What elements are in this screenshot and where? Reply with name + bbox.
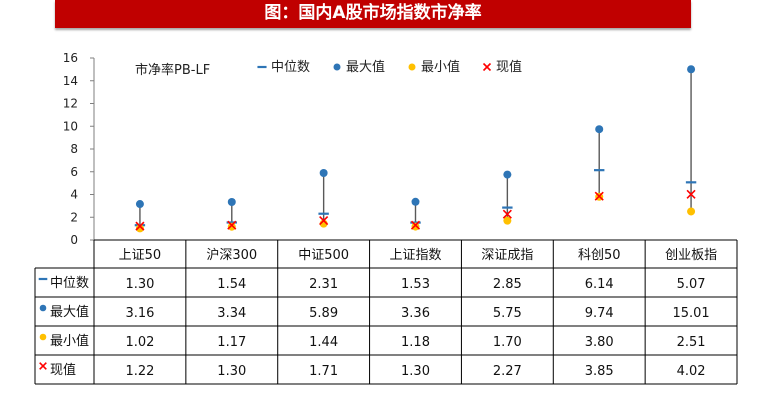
max-point <box>135 200 144 209</box>
row-label: 最小值 <box>50 333 89 349</box>
max-point <box>411 197 420 206</box>
min-point <box>135 224 144 233</box>
legend-item-min: 最小值 <box>408 59 460 75</box>
table-cell: 1.44 <box>309 335 338 350</box>
table-cell: 4.02 <box>677 364 706 379</box>
table-cell: 3.36 <box>401 306 430 321</box>
table-cell: 1.17 <box>217 335 246 350</box>
legend-item-median: 中位数 <box>257 60 310 75</box>
current-point <box>319 215 329 226</box>
legend-label: 中位数 <box>271 60 310 75</box>
table-cell: 1.53 <box>401 277 430 292</box>
category-label: 中证500 <box>298 248 349 263</box>
table-cell: 2.27 <box>493 364 522 379</box>
plot-area <box>134 65 697 233</box>
table-cell: 1.30 <box>125 277 154 292</box>
category-label: 上证指数 <box>389 248 441 263</box>
table-cell: 1.70 <box>493 335 522 350</box>
table-cell: 2.31 <box>309 277 338 292</box>
y-tick-label: 12 <box>63 97 78 111</box>
legend-label: 最大值 <box>346 59 385 75</box>
table-cell: 15.01 <box>672 306 709 321</box>
row-marker-max <box>39 304 47 312</box>
y-axis: 0 2 4 6 8 10 12 14 16 <box>63 51 95 247</box>
y-tick-label: 6 <box>70 165 78 179</box>
table-cell: 5.07 <box>677 277 706 292</box>
row-label: 现值 <box>50 362 76 378</box>
table-cell: 2.85 <box>493 277 522 292</box>
current-point <box>502 209 512 219</box>
page-title: 图：国内A股市场指数市净率 <box>55 0 691 28</box>
legend-item-max: 最大值 <box>333 59 385 75</box>
row-label: 中位数 <box>50 276 89 291</box>
category-label: 上证50 <box>119 248 162 263</box>
y-tick-label: 8 <box>70 142 78 156</box>
legend-marker <box>482 62 492 72</box>
table-cell: 1.02 <box>125 335 154 350</box>
table-cell: 1.30 <box>401 364 430 379</box>
table-cell: 1.54 <box>217 277 246 292</box>
y-tick-label: 0 <box>70 233 78 247</box>
max-point <box>687 65 696 74</box>
current-point <box>135 221 145 231</box>
y-tick-label: 10 <box>63 119 78 133</box>
table-cell: 3.80 <box>585 335 614 350</box>
y-tick-label: 16 <box>63 51 78 65</box>
row-marker-current <box>39 362 47 370</box>
table-cell: 1.71 <box>309 364 338 379</box>
y-tick-label: 14 <box>63 74 78 88</box>
chart-label: 市净率PB-LF <box>135 62 210 78</box>
category-label: 深证成指 <box>481 248 533 263</box>
legend-label: 最小值 <box>421 59 460 75</box>
y-tick-label: 2 <box>70 210 78 224</box>
max-point <box>319 169 328 178</box>
max-point <box>595 125 604 134</box>
min-point <box>503 216 512 225</box>
legend-item-current: 现值 <box>482 59 522 75</box>
current-point <box>594 191 604 201</box>
legend-marker <box>333 63 341 71</box>
legend-marker <box>408 63 416 71</box>
y-tick-label: 4 <box>70 188 78 202</box>
table-cell: 5.89 <box>309 306 338 321</box>
max-point <box>227 198 236 207</box>
category-label: 创业板指 <box>665 248 717 263</box>
table-cell: 2.51 <box>677 335 706 350</box>
current-point <box>686 189 696 199</box>
category-label: 沪深300 <box>206 247 257 263</box>
legend-label: 现值 <box>496 59 522 75</box>
table-cell: 9.74 <box>585 306 614 321</box>
table-cell: 1.22 <box>125 364 154 379</box>
min-point <box>227 222 236 231</box>
table-cell: 1.30 <box>217 364 246 379</box>
table-cell: 3.16 <box>125 306 154 321</box>
max-point <box>503 170 512 179</box>
min-point <box>687 207 696 216</box>
row-label: 最大值 <box>50 304 89 320</box>
table-cell: 1.18 <box>401 335 430 350</box>
table-cell: 3.85 <box>585 364 614 379</box>
min-point <box>411 222 420 231</box>
category-label: 科创50 <box>578 248 621 263</box>
current-point <box>410 220 421 230</box>
table-cell: 3.34 <box>217 306 246 321</box>
row-marker-min <box>39 333 47 341</box>
table-cell: 5.75 <box>493 306 522 321</box>
current-point <box>227 220 237 230</box>
table-cell: 6.14 <box>585 277 614 292</box>
legend: 中位数 最大值 最小值 现值 <box>257 59 522 75</box>
